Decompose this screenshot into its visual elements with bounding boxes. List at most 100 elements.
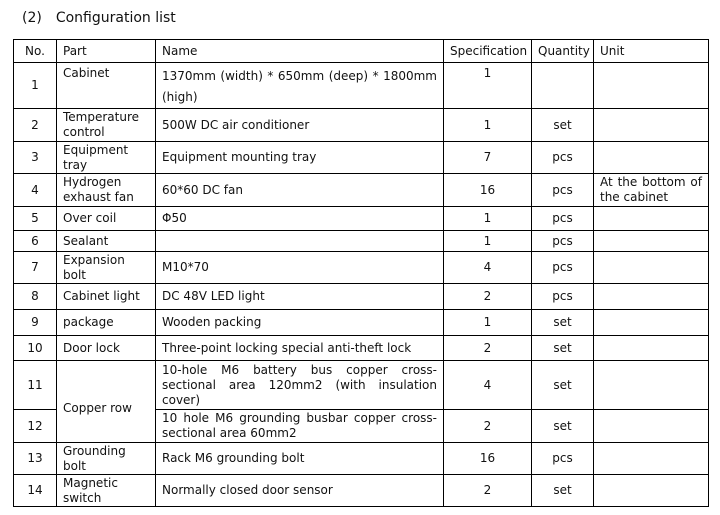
cell-specification: 1	[443, 108, 532, 142]
cell-no: 9	[13, 309, 57, 336]
cell-part: Door lock	[56, 335, 156, 361]
section-title: Configuration list	[55, 10, 176, 26]
cell-name: M10*70	[155, 251, 444, 284]
cell-quantity: set	[531, 309, 594, 336]
header-row: No. Part Name Specification Quantity Uni…	[13, 39, 709, 63]
cell-name: Rack M6 grounding bolt	[155, 442, 444, 475]
cell-part: package	[56, 309, 156, 336]
header-unit: Unit	[593, 39, 709, 63]
cell-quantity: pcs	[531, 173, 594, 207]
cell-part: Copper row	[56, 360, 156, 443]
table-row: 12 10 hole M6 grounding busbar copper cro…	[13, 409, 709, 443]
cell-no: 12	[13, 409, 57, 443]
cell-unit	[593, 360, 709, 410]
cell-no: 3	[13, 141, 57, 174]
cell-name: 10-hole M6 battery bus copper cross-sect…	[155, 360, 444, 410]
table-row: 6 Sealant 1 pcs	[13, 230, 709, 252]
cell-unit	[593, 409, 709, 443]
cell-name: Normally closed door sensor	[155, 474, 444, 507]
cell-no: 11	[13, 360, 57, 410]
cell-unit	[593, 230, 709, 252]
cell-unit	[593, 442, 709, 475]
cell-quantity: set	[531, 409, 594, 443]
cell-no: 8	[13, 283, 57, 310]
header-quantity: Quantity	[531, 39, 594, 63]
table-row: 13 Grounding bolt Rack M6 grounding bolt 16…	[13, 442, 709, 475]
cell-quantity: set	[531, 108, 594, 142]
cell-specification: 16	[443, 173, 532, 207]
table-row: 11 Copper row 10-hole M6 battery bus coppe…	[13, 360, 709, 443]
table-row: 5 Over coil Φ50 1 pcs	[13, 206, 709, 231]
cell-specification: 2	[443, 335, 532, 361]
cell-unit	[593, 251, 709, 284]
configuration-table: No. Part Name Specification Quantity Uni…	[13, 39, 709, 507]
cell-part: Equipment tray	[56, 141, 156, 174]
cell-part: Cabinet	[56, 62, 156, 109]
cell-name: 10 hole M6 grounding busbar copper cross…	[155, 409, 444, 443]
cell-quantity: set	[531, 360, 594, 410]
table-row: 9 package Wooden packing 1 set	[13, 309, 709, 336]
table-row: 1 Cabinet 1370mm (width) * 650mm (deep) * …	[13, 62, 709, 109]
cell-part: Sealant	[56, 230, 156, 252]
cell-no: 4	[13, 173, 57, 207]
cell-quantity: pcs	[531, 230, 594, 252]
cell-specification: 1	[443, 230, 532, 252]
cell-unit: At the bottom of the cabinet	[593, 173, 709, 207]
cell-specification: 1	[443, 206, 532, 231]
cell-unit	[593, 206, 709, 231]
cell-quantity: pcs	[531, 141, 594, 174]
cell-name: Equipment mounting tray	[155, 141, 444, 174]
cell-name: 1370mm (width) * 650mm (deep) * 1800mm (…	[155, 62, 444, 109]
section-heading: (2) Configuration list	[22, 10, 176, 26]
cell-name: Wooden packing	[155, 309, 444, 336]
cell-quantity	[531, 62, 594, 109]
table-row: 7 Expansion bolt M10*70 4 pcs	[13, 251, 709, 284]
cell-no: 6	[13, 230, 57, 252]
cell-name	[155, 230, 444, 252]
cell-quantity: pcs	[531, 251, 594, 284]
cell-name: 500W DC air conditioner	[155, 108, 444, 142]
cell-unit	[593, 283, 709, 310]
cell-quantity: set	[531, 474, 594, 507]
header-specification: Specification	[443, 39, 532, 63]
cell-specification: 1	[443, 62, 532, 109]
cell-part: Over coil	[56, 206, 156, 231]
cell-part: Expansion bolt	[56, 251, 156, 284]
cell-no: 7	[13, 251, 57, 284]
cell-name: DC 48V LED light	[155, 283, 444, 310]
cell-unit	[593, 141, 709, 174]
cell-specification: 2	[443, 283, 532, 310]
cell-unit	[593, 335, 709, 361]
cell-specification: 2	[443, 409, 532, 443]
cell-part: Magnetic switch	[56, 474, 156, 507]
header-no: No.	[13, 39, 57, 63]
cell-specification: 2	[443, 474, 532, 507]
cell-no: 14	[13, 474, 57, 507]
cell-quantity: pcs	[531, 283, 594, 310]
section-number: (2)	[22, 10, 42, 26]
table-row: 14 Magnetic switch Normally closed door se…	[13, 474, 709, 507]
cell-name: 60*60 DC fan	[155, 173, 444, 207]
cell-unit	[593, 474, 709, 507]
cell-part: Grounding bolt	[56, 442, 156, 475]
cell-unit	[593, 62, 709, 109]
cell-specification: 1	[443, 309, 532, 336]
cell-no: 1	[13, 62, 57, 109]
cell-part: Cabinet light	[56, 283, 156, 310]
header-name: Name	[155, 39, 444, 63]
cell-no: 2	[13, 108, 57, 142]
cell-specification: 16	[443, 442, 532, 475]
cell-unit	[593, 108, 709, 142]
cell-quantity: set	[531, 335, 594, 361]
table-row: 3 Equipment tray Equipment mounting tray 7 p…	[13, 141, 709, 174]
cell-no: 13	[13, 442, 57, 475]
cell-quantity: pcs	[531, 206, 594, 231]
cell-specification: 4	[443, 360, 532, 410]
cell-part: Hydrogen exhaust fan	[56, 173, 156, 207]
table-row: 8 Cabinet light DC 48V LED light 2 pcs	[13, 283, 709, 310]
cell-quantity: pcs	[531, 442, 594, 475]
cell-part: Temperature control	[56, 108, 156, 142]
table-row: 10 Door lock Three-point locking special a…	[13, 335, 709, 361]
cell-unit	[593, 309, 709, 336]
cell-specification: 4	[443, 251, 532, 284]
